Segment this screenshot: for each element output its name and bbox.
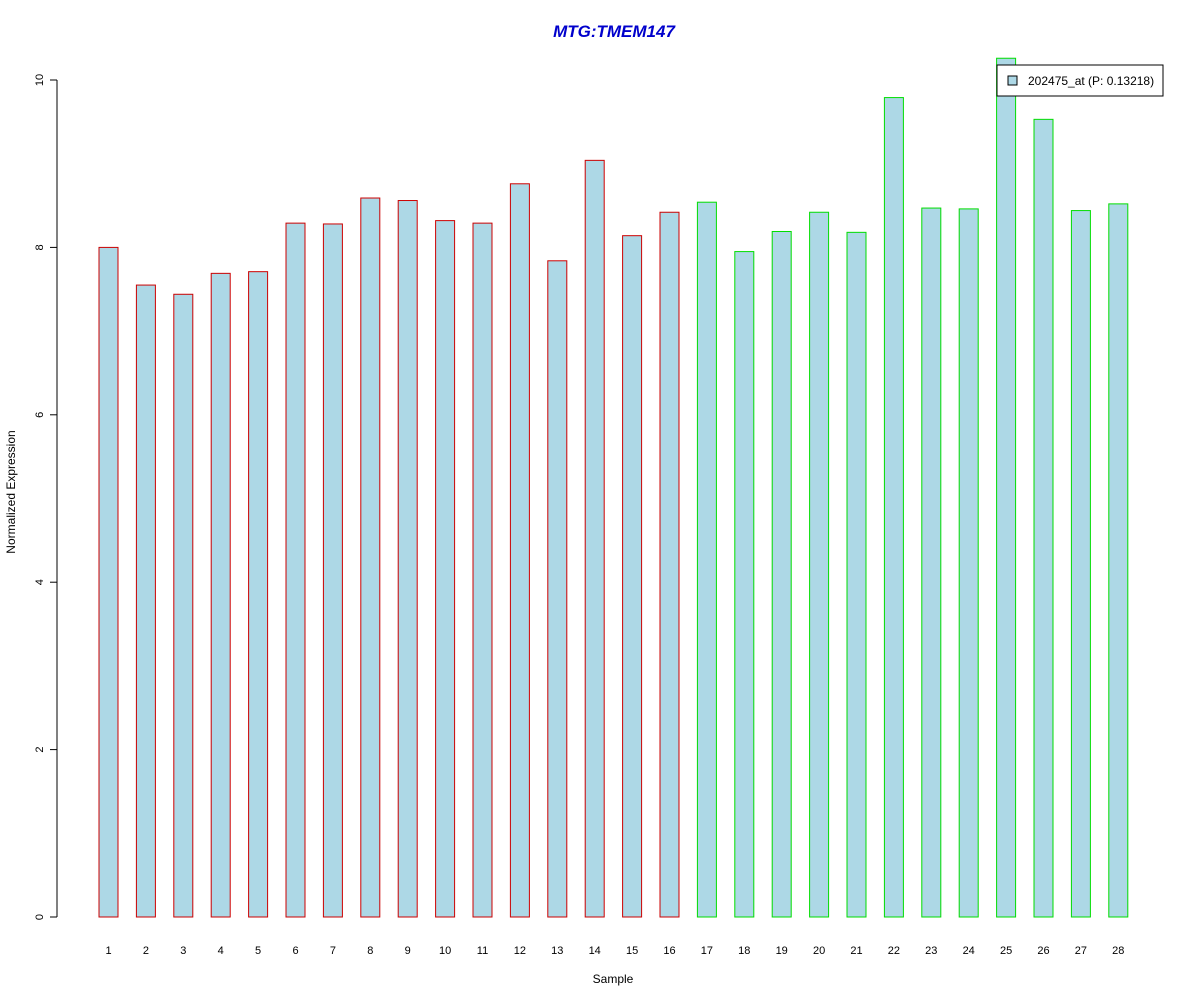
x-tick-label: 26 <box>1037 945 1049 957</box>
bar-sample-28 <box>1108 203 1129 918</box>
x-tick-label: 2 <box>143 945 149 957</box>
x-tick-label: 28 <box>1112 945 1124 957</box>
x-tick-label: 3 <box>180 945 186 957</box>
legend-box <box>996 64 1164 97</box>
x-tick-label: 27 <box>1075 945 1087 957</box>
x-tick-label: 25 <box>1000 945 1012 957</box>
x-axis-label: Sample <box>593 972 634 986</box>
x-tick-label: 7 <box>330 945 336 957</box>
y-axis-label: Normalized Expression <box>4 430 18 553</box>
bar-sample-22 <box>883 97 904 918</box>
legend-label: 202475_at (P: 0.13218) <box>1028 74 1154 88</box>
x-tick-label: 16 <box>663 945 675 957</box>
x-tick-label: 24 <box>963 945 975 957</box>
x-tick-labels: 1 2 3 4 5 6 7 8 9 10 11 12 13 14 15 16 17 18 19 20 21 22 23 24 2… <box>105 945 1124 957</box>
bar-sample-15 <box>622 235 643 918</box>
x-tick-label: 1 <box>105 945 111 957</box>
bar-sample-2 <box>135 284 156 918</box>
bar-sample-14 <box>584 159 605 918</box>
bar-sample-25 <box>996 57 1017 918</box>
bar-sample-17 <box>696 201 717 918</box>
legend-swatch <box>1007 75 1018 86</box>
bar-sample-6 <box>285 222 306 918</box>
y-tick-label: 6 <box>34 412 46 418</box>
bar-sample-13 <box>547 260 568 918</box>
x-tick-label: 22 <box>888 945 900 957</box>
x-tick-label: 19 <box>776 945 788 957</box>
bar-sample-7 <box>322 223 343 918</box>
x-tick-label: 5 <box>255 945 261 957</box>
bar-sample-3 <box>173 293 194 918</box>
x-tick-label: 17 <box>701 945 713 957</box>
bar-sample-18 <box>734 251 755 918</box>
x-tick-label: 20 <box>813 945 825 957</box>
bar-sample-20 <box>809 211 830 918</box>
y-tick-label: 0 <box>34 914 46 920</box>
bar-sample-23 <box>921 207 942 918</box>
x-tick-label: 10 <box>439 945 451 957</box>
bar-sample-9 <box>397 200 418 918</box>
bars <box>98 57 1129 918</box>
y-tick-label: 8 <box>34 244 46 250</box>
bar-sample-16 <box>659 211 680 918</box>
y-tick-label: 10 <box>34 74 46 86</box>
x-tick-label: 18 <box>738 945 750 957</box>
x-tick-label: 13 <box>551 945 563 957</box>
x-tick-label: 9 <box>405 945 411 957</box>
bar-sample-5 <box>248 271 269 918</box>
x-tick-label: 14 <box>589 945 601 957</box>
bar-sample-10 <box>435 220 456 918</box>
x-tick-label: 8 <box>367 945 373 957</box>
bar-sample-11 <box>472 222 493 918</box>
bar-sample-4 <box>210 272 231 918</box>
x-tick-label: 21 <box>850 945 862 957</box>
y-axis: 0 2 4 6 8 10 <box>34 74 58 920</box>
y-tick-label: 2 <box>34 747 46 753</box>
x-tick-label: 11 <box>477 945 488 957</box>
x-tick-label: 23 <box>925 945 937 957</box>
x-tick-label: 15 <box>626 945 638 957</box>
x-tick-label: 12 <box>514 945 526 957</box>
y-tick-label: 4 <box>34 579 46 585</box>
x-tick-label: 6 <box>292 945 298 957</box>
bar-sample-21 <box>846 231 867 918</box>
legend: 202475_at (P: 0.13218) <box>996 64 1164 97</box>
chart-title: MTG:TMEM147 <box>553 22 676 41</box>
bar-sample-24 <box>958 208 979 918</box>
bar-sample-19 <box>771 230 792 918</box>
x-tick-label: 4 <box>218 945 224 957</box>
bar-sample-12 <box>509 183 530 918</box>
bar-sample-26 <box>1033 118 1054 918</box>
bar-sample-1 <box>98 246 119 918</box>
bar-sample-27 <box>1070 210 1091 918</box>
bar-sample-8 <box>360 197 381 918</box>
